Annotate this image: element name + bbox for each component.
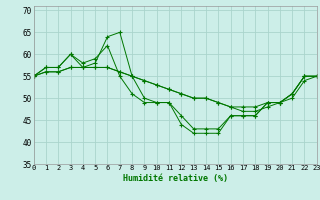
X-axis label: Humidité relative (%): Humidité relative (%) xyxy=(123,174,228,183)
